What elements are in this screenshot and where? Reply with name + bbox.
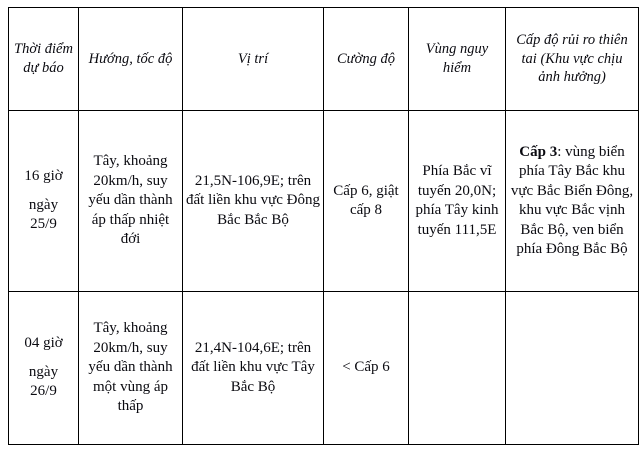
cell-intensity: Cấp 6, giật cấp 8	[323, 110, 409, 292]
forecast-time-hour: 04 giờ	[24, 335, 63, 352]
forecast-time-spacer	[12, 187, 75, 196]
risk-level-area: vùng biển phía Tây Bắc khu vực Bắc Biển …	[510, 143, 634, 258]
cell-direction-speed: Tây, khoảng 20km/h, suy yếu dần thành mộ…	[78, 291, 183, 445]
column-header-risk-level: Cấp độ rủi ro thiên tai (Khu vực chịu ản…	[505, 7, 639, 111]
cell-danger-zone	[408, 291, 506, 445]
table-header-row: Thời điểm dự báo Hướng, tốc độ Vị trí Cư…	[8, 7, 639, 111]
cell-danger-zone: Phía Bắc vĩ tuyến 20,0N; phía Tây kinh t…	[408, 110, 506, 292]
column-header-direction-speed: Hướng, tốc độ	[78, 7, 183, 111]
cell-intensity: < Cấp 6	[323, 291, 409, 445]
column-header-forecast-time: Thời điểm dự báo	[8, 7, 79, 111]
storm-forecast-table: Thời điểm dự báo Hướng, tốc độ Vị trí Cư…	[8, 7, 639, 445]
forecast-table-container: Thời điểm dự báo Hướng, tốc độ Vị trí Cư…	[8, 7, 639, 445]
forecast-time-day-label: ngày	[28, 363, 59, 380]
forecast-time-spacer	[12, 354, 75, 363]
cell-risk-level: Cấp 3: vùng biển phía Tây Bắc khu vực Bắ…	[505, 110, 639, 292]
forecast-time-hour: 16 giờ	[24, 168, 63, 185]
cell-direction-speed: Tây, khoảng 20km/h, suy yếu dần thành áp…	[78, 110, 183, 292]
table-row: 16 giờ ngày 25/9 Tây, khoảng 20km/h, suy…	[8, 110, 639, 292]
table-row: 04 giờ ngày 26/9 Tây, khoảng 20km/h, suy…	[8, 291, 639, 445]
forecast-time-date: 25/9	[30, 216, 57, 233]
cell-position: 21,5N-106,9E; trên đất liền khu vực Đông…	[182, 110, 324, 292]
risk-level-badge: Cấp 3	[519, 143, 558, 160]
risk-level-separator: :	[557, 143, 566, 160]
column-header-position: Vị trí	[182, 7, 324, 111]
cell-risk-level	[505, 291, 639, 445]
forecast-time-day-label: ngày	[28, 196, 59, 213]
cell-position: 21,4N-104,6E; trên đất liền khu vực Tây …	[182, 291, 324, 445]
column-header-intensity: Cường độ	[323, 7, 409, 111]
column-header-danger-zone: Vùng nguy hiểm	[408, 7, 506, 111]
forecast-time-date: 26/9	[30, 383, 57, 400]
cell-forecast-time: 16 giờ ngày 25/9	[8, 110, 79, 292]
cell-forecast-time: 04 giờ ngày 26/9	[8, 291, 79, 445]
